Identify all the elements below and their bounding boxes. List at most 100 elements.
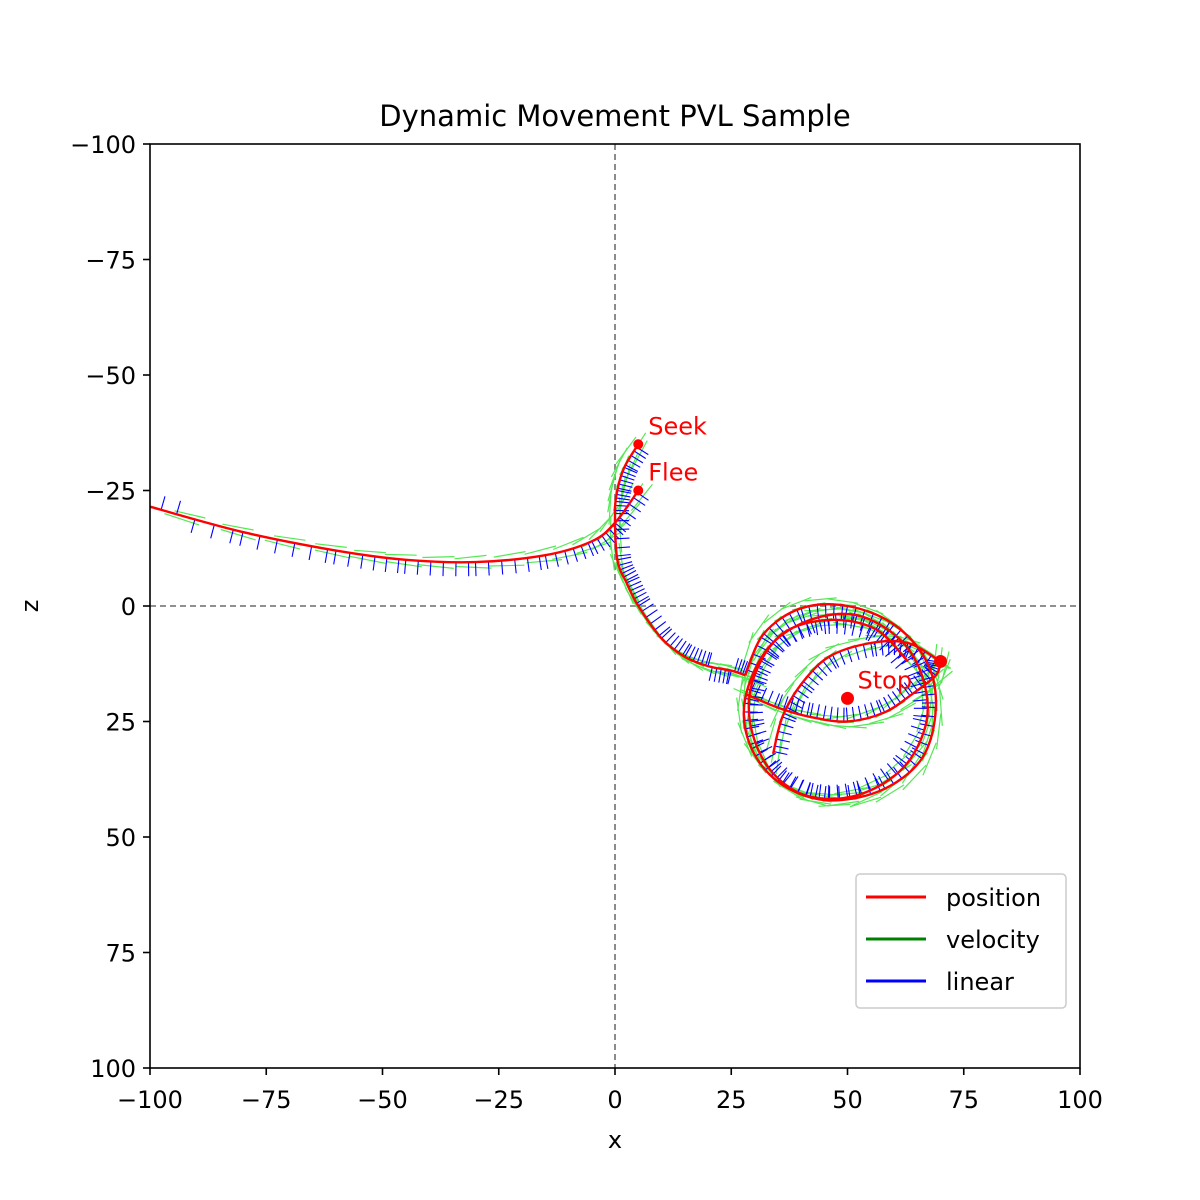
y-tick-label: 100: [90, 1055, 136, 1083]
linear-stroke: [750, 687, 765, 692]
linear-stroke: [836, 707, 839, 722]
x-axis-label: x: [608, 1126, 622, 1154]
linear-stroke: [587, 542, 595, 557]
linear-stroke: [796, 609, 803, 623]
linear-stroke: [744, 718, 759, 722]
velocity-stroke: [775, 738, 782, 775]
linear-stroke: [921, 693, 936, 696]
linear-stroke: [681, 643, 691, 656]
linear-stroke: [501, 560, 504, 575]
linear-stroke: [580, 545, 587, 560]
linear-stroke: [777, 694, 784, 708]
linear-stroke: [796, 689, 809, 699]
velocity-stroke: [875, 784, 905, 803]
velocity-stroke: [349, 555, 386, 564]
linear-stroke: [832, 654, 840, 668]
velocity-stroke: [836, 606, 868, 614]
y-tick-label: 0: [121, 593, 136, 621]
linear-stroke: [308, 546, 313, 561]
velocity-stroke: [763, 601, 791, 624]
linear-stroke: [846, 648, 853, 663]
velocity-stroke: [922, 742, 937, 776]
velocity-stroke: [804, 597, 837, 602]
velocity-stroke: [422, 556, 455, 559]
linear-stroke: [805, 622, 811, 637]
linear-stroke: [749, 719, 764, 723]
velocity-stroke: [222, 523, 254, 531]
position-path: [771, 639, 942, 755]
linear-stroke: [564, 550, 569, 565]
linear-stroke: [708, 667, 713, 681]
linear-stroke: [750, 722, 765, 727]
linear-stroke: [858, 624, 864, 638]
linear-stroke: [790, 776, 799, 789]
linear-stroke: [572, 548, 579, 562]
velocity-stroke: [939, 689, 943, 726]
velocity-stroke: [493, 551, 526, 558]
velocity-stroke: [799, 798, 831, 805]
linear-stroke: [638, 598, 651, 607]
linear-stroke: [829, 706, 833, 721]
velocity-stroke: [905, 740, 929, 767]
linear-stroke: [905, 755, 917, 767]
linear-stroke: [851, 621, 856, 636]
linear-stroke: [768, 627, 780, 639]
velocity-stroke: [757, 697, 788, 708]
velocity-stroke: [920, 727, 933, 761]
linear-stroke: [658, 626, 671, 637]
linear-stroke: [806, 702, 811, 717]
linear-stroke: [733, 658, 740, 672]
linear-stroke: [759, 746, 773, 753]
linear-stroke: [633, 591, 647, 600]
velocity-stroke: [826, 598, 859, 604]
linear-stroke: [865, 626, 872, 641]
linear-stroke: [836, 784, 839, 799]
velocity-stroke: [809, 713, 842, 718]
linear-stroke: [752, 730, 767, 736]
linear-stroke: [384, 557, 388, 572]
linear-stroke: [688, 646, 696, 660]
velocity-stroke: [882, 686, 909, 710]
linear-stroke: [626, 576, 640, 584]
linear-stroke: [763, 752, 776, 761]
linear-stroke: [372, 556, 376, 571]
linear-stroke: [677, 640, 687, 654]
linear-stroke: [857, 705, 862, 720]
linear-stroke: [925, 665, 939, 673]
velocity-stroke: [901, 754, 922, 784]
linear-stroke: [761, 658, 775, 667]
linear-stroke: [800, 684, 813, 694]
linear-stroke: [816, 704, 820, 719]
linear-stroke: [856, 780, 863, 795]
linear-stroke: [627, 459, 641, 468]
linear-stroke: [904, 663, 918, 671]
linear-stroke: [742, 661, 749, 675]
linear-stroke: [622, 471, 636, 478]
linear-stroke: [360, 554, 364, 569]
linear-stroke: [755, 748, 768, 757]
position-path: [742, 603, 938, 802]
velocity-stroke: [847, 635, 884, 641]
linear-stroke: [903, 682, 914, 695]
velocity-stroke: [630, 484, 653, 511]
linear-stroke: [755, 738, 770, 745]
linear-stroke: [757, 666, 771, 674]
linear-stroke: [739, 660, 746, 674]
legend-label-velocity: velocity: [946, 926, 1040, 954]
velocity-stroke: [920, 715, 933, 747]
velocity-stroke: [822, 650, 853, 669]
linear-stroke: [229, 529, 234, 544]
linear-stroke: [913, 675, 923, 688]
velocity-stroke: [849, 796, 882, 808]
velocity-stroke: [808, 643, 840, 661]
velocity-stroke: [863, 643, 896, 652]
linear-stroke: [591, 541, 599, 555]
velocity-stroke: [417, 564, 454, 569]
linear-stroke: [615, 500, 630, 504]
linear-stroke: [617, 487, 632, 492]
linear-stroke: [768, 759, 781, 769]
linear-stroke: [474, 562, 477, 577]
linear-stroke: [910, 725, 925, 731]
linear-stroke: [917, 651, 926, 664]
linear-stroke: [641, 603, 654, 612]
